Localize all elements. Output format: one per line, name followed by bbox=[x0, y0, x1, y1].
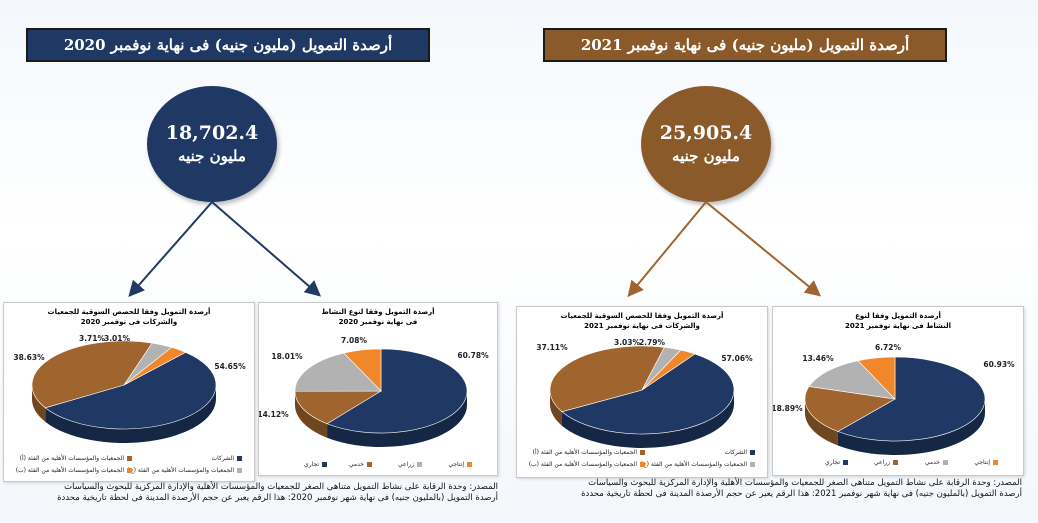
pie-slice-side bbox=[561, 390, 734, 448]
pie-slice bbox=[549, 345, 665, 413]
legend-item: الجمعيات والمؤسسات الأهلية من الفئة (ب) bbox=[529, 461, 645, 468]
chart-title: أرصدة التمويل وفقا للحصص السوقية للجمعيا… bbox=[560, 312, 724, 330]
panel-activity-2020: أرصدة التمويل وفقا لنوع النشاط فى نهاية … bbox=[258, 302, 498, 476]
data-label: 18.89% bbox=[773, 404, 803, 413]
data-label: 3.01% bbox=[104, 334, 131, 343]
legend-item: الجمعيات والمؤسسات الأهلية من الفئة (ج) bbox=[127, 467, 242, 474]
legend-item: الشركات bbox=[725, 449, 755, 456]
source-line: المصدر: وحدة الرقابة على نشاط التمويل مت… bbox=[64, 482, 498, 492]
total-2021-unit: مليون جنيه bbox=[672, 147, 740, 165]
data-label: 54.65% bbox=[214, 362, 246, 371]
pie-slice bbox=[326, 348, 468, 434]
title-2021: أرصدة التمويل (مليون جنيه) فى نهاية نوفم… bbox=[543, 28, 947, 62]
legend-item: تجاري bbox=[304, 461, 327, 468]
legend-share-2021: الشركات الجمعيات والمؤسسات الأهلية من ال… bbox=[517, 447, 767, 477]
source-line: أرصدة التمويل (بالمليون جنيه) فى نهاية ش… bbox=[581, 489, 1022, 499]
pie-slice bbox=[804, 386, 896, 432]
legend-share-2020: الشركات الجمعيات والمؤسسات الأهلية من ال… bbox=[4, 453, 254, 481]
legend-item: إنتاجي bbox=[448, 461, 472, 468]
chart-title: أرصدة التمويل وفقا لنوع النشاط فى نهاية … bbox=[844, 312, 952, 330]
total-2021-ellipse: 25,905.4 مليون جنيه bbox=[641, 86, 771, 202]
legend-item: الجمعيات والمؤسسات الأهلية من الفئة (أ) bbox=[20, 455, 132, 462]
pie-slice-side bbox=[837, 399, 985, 455]
data-label: 60.78% bbox=[457, 351, 489, 360]
data-label: 38.63% bbox=[13, 353, 45, 362]
pie-slice-side bbox=[805, 399, 838, 446]
panel-activity-2021: أرصدة التمويل وفقا لنوع النشاط فى نهاية … bbox=[772, 306, 1024, 476]
pie-slice bbox=[123, 347, 187, 386]
legend-item: تجاري bbox=[825, 459, 848, 466]
total-2020-ellipse: 18,702.4 مليون جنيه bbox=[147, 86, 277, 202]
data-label: 57.06% bbox=[721, 354, 753, 363]
title-2020: أرصدة التمويل (مليون جنيه) فى نهاية نوفم… bbox=[26, 28, 430, 62]
legend-activity-2021: تجاري زراعي خدمي إنتاجي bbox=[773, 457, 1023, 471]
legend-activity-2020: تجاري خدمي زراعي إنتاجي bbox=[259, 459, 497, 473]
panel-share-2021: أرصدة التمويل وفقا للحصص السوقية للجمعيا… bbox=[516, 306, 768, 478]
pie-share-2020: 54.65% 38.63% 3.71%3.01% bbox=[13, 334, 246, 443]
pie-slice bbox=[343, 348, 382, 392]
source-note-2021: المصدر: وحدة الرقابة على نشاط التمويل مت… bbox=[522, 478, 1022, 500]
legend-item: زراعي bbox=[398, 461, 422, 468]
chart-title: أرصدة التمويل وفقا لنوع النشاط فى نهاية … bbox=[321, 308, 435, 326]
pie-activity-2021: 60.93% 18.89% 13.46% 6.72% bbox=[773, 343, 1015, 455]
pie-slice bbox=[641, 349, 696, 391]
pie-slice bbox=[561, 353, 735, 435]
legend-item: زراعي bbox=[874, 459, 898, 466]
pie-slice bbox=[837, 356, 986, 442]
pie-slice-side bbox=[327, 391, 467, 447]
source-note-2020: المصدر: وحدة الرقابة على نشاط التمويل مت… bbox=[3, 482, 498, 504]
data-label: 60.93% bbox=[983, 360, 1015, 369]
panel-share-2020: أرصدة التمويل وفقا للحصص السوقية للجمعيا… bbox=[3, 302, 255, 482]
data-label: 37.11% bbox=[536, 343, 568, 352]
pie-slice bbox=[857, 356, 896, 400]
chart-title: أرصدة التمويل وفقا للحصص السوقية للجمعيا… bbox=[47, 308, 211, 326]
pie-slice bbox=[31, 340, 153, 409]
source-line: أرصدة التمويل (بالمليون جنيه) فى نهاية ش… bbox=[57, 493, 498, 503]
pie-slice-side bbox=[45, 385, 216, 443]
pie-slice bbox=[44, 351, 217, 430]
legend-item: الجمعيات والمؤسسات الأهلية من الفئة (ج) bbox=[640, 461, 755, 468]
pie-share-2021: 57.06% 37.11% 3.03%2.79% bbox=[536, 338, 753, 448]
data-label: 18.01% bbox=[271, 352, 303, 361]
source-line: المصدر: وحدة الرقابة على نشاط التمويل مت… bbox=[588, 478, 1022, 488]
data-label: 3.71% bbox=[79, 334, 106, 343]
legend-item: إنتاجي bbox=[974, 459, 998, 466]
total-2020-value: 18,702.4 bbox=[165, 122, 259, 144]
total-2020-unit: مليون جنيه bbox=[178, 147, 246, 165]
arrow-2020-right bbox=[211, 201, 322, 297]
arrow-2020-left bbox=[128, 201, 213, 298]
data-label: 6.72% bbox=[875, 343, 902, 352]
legend-item: خدمي bbox=[349, 461, 372, 468]
legend-item: الجمعيات والمؤسسات الأهلية من الفئة (ب) bbox=[16, 467, 132, 474]
data-label: 14.12% bbox=[259, 410, 289, 419]
legend-item: الشركات bbox=[212, 455, 242, 462]
data-label: 13.46% bbox=[802, 354, 834, 363]
pie-slice-side bbox=[32, 385, 46, 422]
pie-slice-side bbox=[295, 391, 328, 438]
pie-slice-side bbox=[550, 390, 562, 426]
data-label: 7.08% bbox=[341, 336, 368, 345]
arrow-2021-right bbox=[705, 201, 822, 297]
arrow-2021-left bbox=[627, 201, 707, 298]
total-2021-value: 25,905.4 bbox=[659, 122, 753, 144]
pie-slice bbox=[808, 360, 896, 400]
pie-slice bbox=[294, 390, 383, 425]
legend-item: خدمي bbox=[925, 459, 948, 466]
legend-item: الجمعيات والمؤسسات الأهلية من الفئة (أ) bbox=[533, 449, 645, 456]
data-label: 3.03% bbox=[614, 338, 641, 347]
pie-activity-2020: 60.78% 14.12% 18.01% 7.08% bbox=[259, 336, 489, 447]
pie-slice bbox=[294, 352, 382, 392]
data-label: 2.79% bbox=[639, 338, 666, 347]
